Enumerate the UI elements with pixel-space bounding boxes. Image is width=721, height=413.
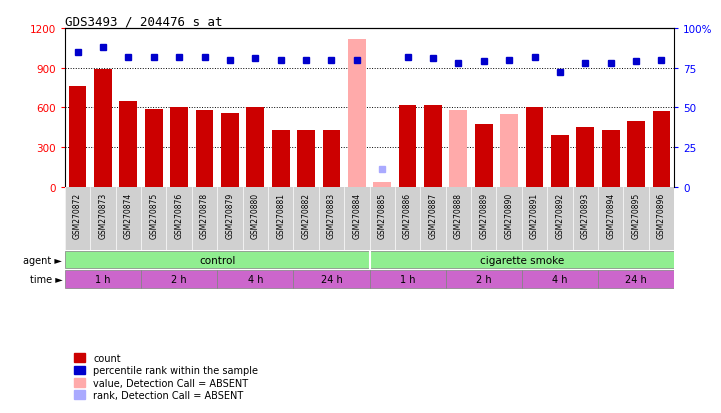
- Bar: [598, 271, 674, 288]
- Bar: [65, 271, 141, 288]
- Bar: [170, 108, 188, 187]
- Text: GSM270888: GSM270888: [454, 192, 463, 238]
- Bar: [145, 109, 163, 187]
- Bar: [424, 105, 442, 187]
- Bar: [369, 271, 446, 288]
- Text: 24 h: 24 h: [321, 275, 342, 285]
- Text: GSM270889: GSM270889: [479, 192, 488, 238]
- Text: GSM270895: GSM270895: [632, 192, 640, 238]
- Bar: [94, 70, 112, 187]
- Bar: [195, 111, 213, 187]
- Text: agent ►: agent ►: [24, 255, 62, 265]
- Bar: [217, 271, 293, 288]
- Bar: [475, 125, 492, 187]
- Bar: [373, 183, 391, 187]
- Text: GSM270880: GSM270880: [251, 192, 260, 238]
- Text: GSM270885: GSM270885: [378, 192, 386, 238]
- Text: time ►: time ►: [30, 275, 62, 285]
- Text: GSM270887: GSM270887: [428, 192, 438, 238]
- Legend: count, percentile rank within the sample, value, Detection Call = ABSENT, rank, : count, percentile rank within the sample…: [70, 349, 262, 404]
- Text: GSM270876: GSM270876: [174, 192, 184, 238]
- Text: GSM270892: GSM270892: [555, 192, 565, 238]
- Text: GSM270875: GSM270875: [149, 192, 158, 238]
- Bar: [551, 136, 569, 187]
- Bar: [399, 105, 417, 187]
- Text: control: control: [199, 255, 235, 265]
- Bar: [449, 111, 467, 187]
- Bar: [221, 113, 239, 187]
- Bar: [526, 108, 544, 187]
- Text: GSM270881: GSM270881: [276, 192, 286, 238]
- Bar: [500, 115, 518, 187]
- Text: 2 h: 2 h: [172, 275, 187, 285]
- Text: GSM270893: GSM270893: [581, 192, 590, 238]
- Text: GSM270891: GSM270891: [530, 192, 539, 238]
- Bar: [272, 131, 290, 187]
- Text: 1 h: 1 h: [400, 275, 415, 285]
- Text: GDS3493 / 204476_s_at: GDS3493 / 204476_s_at: [65, 15, 222, 28]
- Bar: [627, 121, 645, 187]
- Bar: [602, 131, 619, 187]
- Text: GSM270873: GSM270873: [99, 192, 107, 238]
- Text: 24 h: 24 h: [625, 275, 647, 285]
- Bar: [141, 271, 217, 288]
- Bar: [247, 108, 264, 187]
- Bar: [297, 131, 315, 187]
- Text: GSM270883: GSM270883: [327, 192, 336, 238]
- Bar: [293, 271, 369, 288]
- Text: GSM270896: GSM270896: [657, 192, 666, 238]
- Text: GSM270894: GSM270894: [606, 192, 615, 238]
- Bar: [446, 271, 522, 288]
- Bar: [68, 87, 87, 187]
- Text: GSM270882: GSM270882: [301, 192, 311, 238]
- Bar: [322, 131, 340, 187]
- Text: GSM270890: GSM270890: [505, 192, 513, 238]
- Text: 1 h: 1 h: [95, 275, 111, 285]
- Text: 4 h: 4 h: [247, 275, 263, 285]
- Text: 4 h: 4 h: [552, 275, 567, 285]
- Text: GSM270884: GSM270884: [353, 192, 361, 238]
- Bar: [576, 128, 594, 187]
- Text: GSM270886: GSM270886: [403, 192, 412, 238]
- Bar: [65, 252, 369, 269]
- Text: GSM270878: GSM270878: [200, 192, 209, 238]
- Bar: [348, 40, 366, 187]
- Bar: [369, 252, 674, 269]
- Text: GSM270874: GSM270874: [124, 192, 133, 238]
- Text: GSM270872: GSM270872: [73, 192, 82, 238]
- Bar: [120, 102, 137, 187]
- Bar: [522, 271, 598, 288]
- Text: cigarette smoke: cigarette smoke: [479, 255, 564, 265]
- Bar: [653, 112, 671, 187]
- Text: GSM270879: GSM270879: [226, 192, 234, 238]
- Text: 2 h: 2 h: [476, 275, 492, 285]
